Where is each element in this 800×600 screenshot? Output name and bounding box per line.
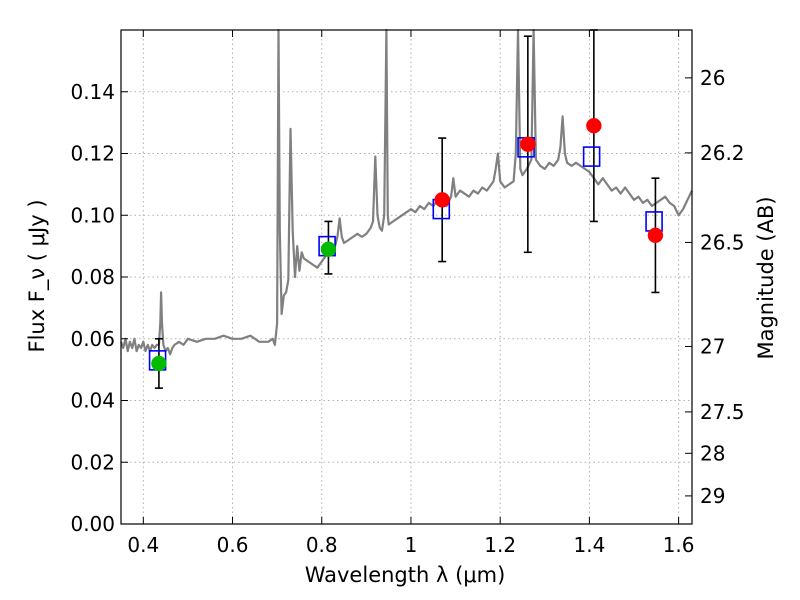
y2-tick-label: 27.5	[700, 400, 745, 424]
y2-axis-label: Magnitude (AB)	[754, 196, 778, 359]
x-tick-label: 1.4	[573, 533, 605, 557]
y2-tick-label: 27	[700, 334, 725, 358]
spectrum-line	[119, 28, 693, 356]
red-data-point	[520, 136, 536, 152]
y2-tick-label: 29	[700, 484, 725, 508]
x-tick-label: 1.6	[663, 533, 695, 557]
spectrum-layer	[119, 28, 693, 356]
point-layer	[151, 117, 664, 372]
y-tick-label: 0.14	[70, 80, 115, 104]
y-tick-label: 0.10	[70, 203, 115, 227]
x-axis-label: Wavelength λ (μm)	[305, 563, 506, 587]
tick-layer: 0.4 0.6 0.8 1 1.2 1.4 1.6 0.00 0.02 0.04 0.06 0.08 0…	[70, 30, 745, 557]
y-axis-label: Flux F_ν ( μJy )	[25, 199, 50, 352]
y-tick-label: 0.04	[70, 389, 115, 413]
model-box	[582, 146, 601, 167]
y-tick-label: 0.12	[70, 142, 115, 166]
x-tick-label: 1	[405, 533, 418, 557]
red-data-point	[586, 117, 602, 134]
green-data-point	[151, 355, 167, 372]
red-data-point	[647, 227, 664, 244]
y2-tick-label: 26.5	[700, 230, 745, 254]
y-tick-label: 0.06	[70, 327, 115, 351]
y2-tick-label: 26	[700, 66, 725, 90]
green-data-point	[320, 241, 337, 257]
x-tick-label: 0.6	[217, 533, 249, 557]
x-tick-label: 1.2	[484, 533, 516, 557]
y-tick-label: 0.00	[70, 512, 115, 536]
y2-tick-label: 28	[700, 441, 725, 465]
red-data-point	[434, 192, 450, 208]
y2-tick-label: 26.2	[700, 141, 745, 165]
y-tick-label: 0.08	[70, 265, 115, 289]
x-tick-label: 0.4	[127, 533, 159, 557]
y-tick-label: 0.02	[70, 450, 115, 474]
x-tick-label: 0.8	[306, 533, 338, 557]
